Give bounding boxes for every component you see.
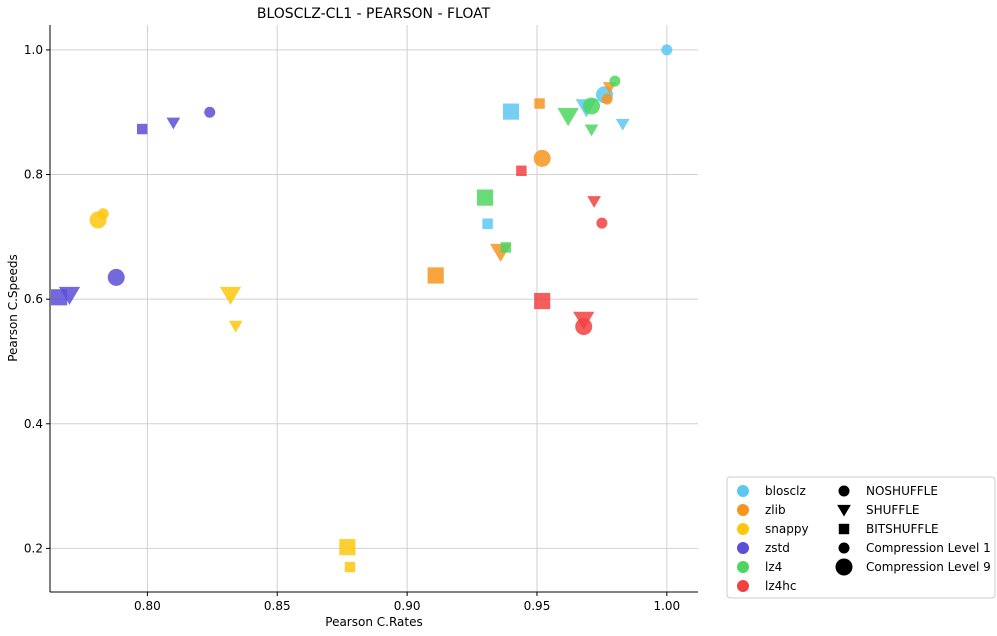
data-point-lz4hc-bitshuffle-l1 <box>516 165 527 177</box>
data-point-zstd-noshuffle-l1 <box>204 106 216 118</box>
legend: blosclz zlib snappy zstd lz4 lz4hc NOSHUFFLE SH… <box>726 476 996 599</box>
legend-swatch-zstd <box>737 542 749 554</box>
y-tick-label: 0.6 <box>24 292 43 306</box>
legend-frame <box>726 476 996 599</box>
data-point-zlib-bitshuffle-l1 <box>534 98 545 109</box>
data-point-lz4-bitshuffle-l9 <box>476 189 494 206</box>
data-point-zstd-noshuffle-l9 <box>107 268 125 286</box>
data-point-snappy-bitshuffle-l9 <box>339 539 356 556</box>
legend-label-noshuffle: NOSHUFFLE <box>866 484 938 498</box>
y-tick-label: 0.8 <box>24 168 43 182</box>
data-point-lz4-shuffle-l9 <box>557 108 579 127</box>
legend-label-zlib: zlib <box>765 503 786 517</box>
data-point-blosclz-noshuffle-l1 <box>661 44 673 56</box>
legend-swatch-blosclz <box>737 485 749 497</box>
data-point-lz4hc-bitshuffle-l9 <box>534 292 551 310</box>
y-tick-label: 0.2 <box>24 541 43 555</box>
data-point-zlib-noshuffle-l9 <box>533 149 551 167</box>
data-point-zlib-noshuffle-l1 <box>601 93 613 105</box>
grid-lines <box>50 25 698 592</box>
data-point-lz4-shuffle-l1 <box>584 124 599 137</box>
legend-label-shuffle: SHUFFLE <box>866 503 920 517</box>
data-point-lz4-bitshuffle-l1 <box>500 242 512 253</box>
y-axis-label: Pearson C.Speeds <box>6 254 20 362</box>
data-point-zstd-bitshuffle-l1 <box>136 123 148 135</box>
legend-label-zstd: zstd <box>765 541 790 555</box>
data-point-lz4-noshuffle-l1 <box>609 75 621 87</box>
data-points <box>51 44 673 573</box>
chart-title: BLOSCLZ-CL1 - PEARSON - FLOAT <box>257 6 491 22</box>
x-axis-label: Pearson C.Rates <box>325 615 422 629</box>
legend-swatch-lz4 <box>737 561 749 573</box>
data-point-blosclz-shuffle-l1 <box>615 118 630 131</box>
data-point-lz4hc-noshuffle-l1 <box>596 217 608 229</box>
y-tick-label: 1.0 <box>24 43 43 57</box>
legend-marker-level-9 <box>835 558 853 576</box>
legend-label-snappy: snappy <box>765 522 809 536</box>
legend-marker-noshuffle <box>838 485 850 497</box>
legend-label-bitshuffle: BITSHUFFLE <box>866 522 939 536</box>
x-tick-label: 0.80 <box>134 599 161 613</box>
data-point-lz4-noshuffle-l9 <box>583 97 601 115</box>
x-tick-label: 1.00 <box>653 599 680 613</box>
data-point-snappy-bitshuffle-l1 <box>344 561 356 573</box>
data-point-zstd-bitshuffle-l9 <box>51 289 68 306</box>
legend-label-blosclz: blosclz <box>765 484 806 498</box>
data-point-lz4hc-shuffle-l9 <box>573 311 595 330</box>
data-point-zlib-bitshuffle-l9 <box>427 267 444 284</box>
legend-marker-bitshuffle <box>838 523 850 535</box>
legend-marker-shuffle <box>837 504 851 517</box>
legend-label-lz4: lz4 <box>765 560 782 574</box>
data-point-snappy-shuffle-l9 <box>219 286 242 305</box>
x-tick-label: 0.85 <box>264 599 291 613</box>
legend-swatch-snappy <box>737 523 749 535</box>
legend-label-level-9: Compression Level 9 <box>866 560 991 574</box>
legend-marker-level-1 <box>838 542 850 554</box>
y-tick-label: 0.4 <box>24 417 43 431</box>
data-point-snappy-noshuffle-l9 <box>89 211 107 229</box>
legend-swatch-zlib <box>737 504 749 516</box>
data-point-zstd-shuffle-l1 <box>166 117 181 130</box>
x-tick-label: 0.90 <box>394 599 421 613</box>
axes <box>49 25 698 593</box>
data-point-lz4hc-shuffle-l1 <box>587 196 601 208</box>
data-point-snappy-shuffle-l1 <box>228 320 243 333</box>
tick-labels: 0.80 0.85 0.90 0.95 1.00 0.2 0.4 0.6 0.8 1.0 <box>24 43 680 613</box>
x-tick-label: 0.95 <box>524 599 551 613</box>
legend-label-level-1: Compression Level 1 <box>866 541 991 555</box>
data-point-blosclz-bitshuffle-l9 <box>502 103 520 120</box>
legend-label-lz4hc: lz4hc <box>765 579 796 593</box>
data-point-blosclz-bitshuffle-l1 <box>482 218 493 229</box>
legend-swatch-lz4hc <box>737 580 749 592</box>
